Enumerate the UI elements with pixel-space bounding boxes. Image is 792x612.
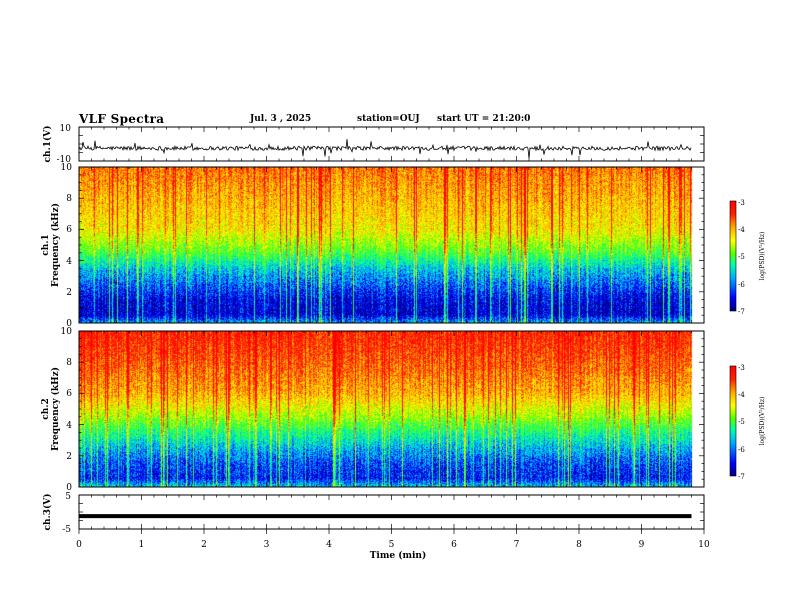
time-tick-label-4: 4 bbox=[326, 540, 332, 550]
time-tick-label-2: 2 bbox=[201, 540, 207, 550]
ch1-ytick-6: 6 bbox=[66, 225, 72, 235]
ch2-cbar-tick-m5: -5 bbox=[738, 418, 745, 426]
ch2-ytick-4: 4 bbox=[66, 421, 72, 431]
tick-marks bbox=[78, 126, 705, 534]
ch1-ylabel-channel: ch.1 bbox=[41, 234, 51, 255]
ch2-spectrogram-panel: 10 8 6 4 2 0 ch.2 Frequency (kHz) -3 -4 … bbox=[41, 327, 766, 493]
date-label: Jul. 3 , 2025 bbox=[250, 114, 312, 124]
ch2-cbar-tick-m4: -4 bbox=[738, 391, 745, 399]
time-tick-label-6: 6 bbox=[451, 540, 457, 550]
start-time-label: start UT = 21:20:0 bbox=[437, 114, 531, 124]
ch2-ytick-10: 10 bbox=[61, 327, 73, 337]
ch1-cbar-tick-m6: -6 bbox=[738, 281, 745, 289]
time-tick-label-5: 5 bbox=[389, 540, 395, 550]
ch1-ytick-10: 10 bbox=[61, 163, 73, 173]
time-tick-label-10: 10 bbox=[698, 540, 710, 550]
station-label: station=OUJ bbox=[357, 114, 420, 124]
ch3-ytick-bottom: -5 bbox=[62, 525, 71, 535]
ch2-ylabel-frequency: Frequency (kHz) bbox=[50, 367, 61, 451]
time-tick-label-0: 0 bbox=[76, 540, 82, 550]
ch1-cbar-tick-m4: -4 bbox=[738, 226, 745, 234]
ch1-waveform-frame bbox=[78, 126, 705, 162]
ch2-ytick-6: 6 bbox=[66, 389, 72, 399]
ch1-cbar-tick-m5: -5 bbox=[738, 253, 745, 261]
ch2-ylabel-channel: ch.2 bbox=[41, 398, 51, 419]
ch1-ytick-top: 10 bbox=[60, 124, 72, 134]
figure-title: VLF Spectra bbox=[79, 112, 165, 126]
ch1-waveform-ylabel: ch.1(V) bbox=[42, 126, 53, 163]
time-axis: 0 1 2 3 4 5 6 7 8 9 10 bbox=[76, 540, 710, 550]
ch3-ytick-top: 5 bbox=[65, 492, 71, 502]
time-tick-label-1: 1 bbox=[139, 540, 145, 550]
ch1-ytick-4: 4 bbox=[66, 257, 72, 267]
ch1-cbar-tick-m7: -7 bbox=[738, 308, 745, 316]
ch2-ytick-2: 2 bbox=[66, 452, 72, 462]
ch2-spectrogram-image bbox=[79, 331, 704, 487]
time-tick-label-7: 7 bbox=[514, 540, 520, 550]
time-tick-label-9: 9 bbox=[639, 540, 645, 550]
ch2-cbar-tick-m6: -6 bbox=[738, 446, 745, 454]
ch1-ylabel-frequency: Frequency (kHz) bbox=[50, 203, 61, 287]
ch2-colorbar-label: log(PSD)(V²/Hz) bbox=[759, 397, 766, 446]
ch2-cbar-tick-m3: -3 bbox=[738, 364, 745, 372]
ch2-ytick-0: 0 bbox=[66, 483, 72, 493]
ch1-colorbar-label: log(PSD)(V²/Hz) bbox=[759, 232, 766, 281]
ch1-cbar-tick-m3: -3 bbox=[738, 199, 745, 207]
ch3-waveform-frame bbox=[78, 494, 705, 530]
ch1-spectrogram-panel: 10 8 6 4 2 0 ch.1 Frequency (kHz) -3 -4 … bbox=[41, 163, 766, 329]
ch3-waveform-ylabel: ch.3(V) bbox=[42, 494, 53, 531]
ch1-ytick-0: 0 bbox=[66, 319, 72, 329]
time-tick-label-3: 3 bbox=[264, 540, 270, 550]
time-tick-label-8: 8 bbox=[576, 540, 582, 550]
ch2-cbar-tick-m7: -7 bbox=[738, 473, 745, 481]
ch1-spectrogram-image bbox=[79, 167, 704, 323]
time-axis-label: Time (min) bbox=[370, 550, 427, 561]
ch1-colorbar bbox=[729, 200, 737, 312]
ch2-colorbar bbox=[729, 365, 737, 477]
ch2-ytick-8: 8 bbox=[66, 358, 72, 368]
ch1-ytick-2: 2 bbox=[66, 288, 72, 298]
ch1-ytick-bottom: -10 bbox=[57, 155, 72, 165]
ch1-waveform-line bbox=[78, 139, 692, 159]
ch1-ytick-8: 8 bbox=[66, 194, 72, 204]
